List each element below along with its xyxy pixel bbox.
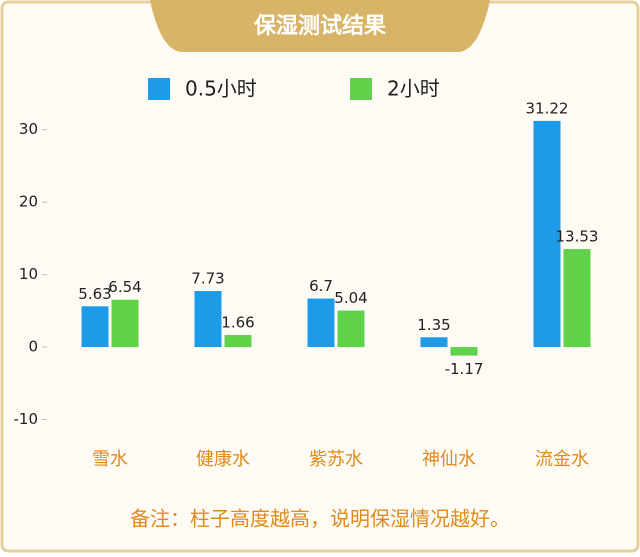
bar: [307, 298, 335, 348]
value-label: 1.35: [417, 316, 450, 334]
legend-label: 0.5小时: [185, 77, 257, 101]
title-banner: [150, 0, 490, 52]
x-tick-label: 神仙水: [422, 449, 476, 470]
value-label: 6.7: [309, 277, 333, 295]
y-tick-label: 0: [28, 338, 38, 356]
bar: [224, 335, 252, 348]
value-label: 6.54: [108, 278, 141, 296]
bar: [81, 306, 109, 348]
y-tick-label: -10: [14, 410, 39, 428]
y-tick-label: 20: [19, 193, 38, 211]
legend-swatch: [148, 78, 170, 100]
bar: [450, 347, 478, 356]
value-label: 13.53: [556, 228, 599, 246]
value-label: 5.63: [78, 285, 111, 303]
bar: [194, 291, 222, 348]
value-label: 5.04: [334, 289, 367, 307]
x-tick-label: 紫苏水: [309, 449, 363, 470]
bar: [420, 337, 448, 348]
value-label: 1.66: [221, 314, 254, 332]
value-label: 7.73: [191, 270, 224, 288]
value-label: 31.22: [526, 99, 569, 117]
legend-swatch: [350, 78, 372, 100]
legend-label: 2小时: [387, 77, 440, 101]
bar: [563, 249, 591, 348]
note: 备注：柱子高度越高，说明保湿情况越好。: [130, 507, 510, 531]
x-tick-label: 健康水: [196, 449, 250, 470]
value-label: -1.17: [445, 360, 484, 378]
y-tick-label: 30: [19, 120, 38, 138]
bar: [111, 299, 139, 348]
bar: [337, 310, 365, 348]
chart-title: 保湿测试结果: [253, 13, 386, 39]
x-tick-label: 雪水: [92, 449, 128, 470]
y-tick-label: 10: [19, 265, 38, 283]
x-tick-label: 流金水: [535, 449, 589, 470]
bar: [533, 120, 561, 348]
